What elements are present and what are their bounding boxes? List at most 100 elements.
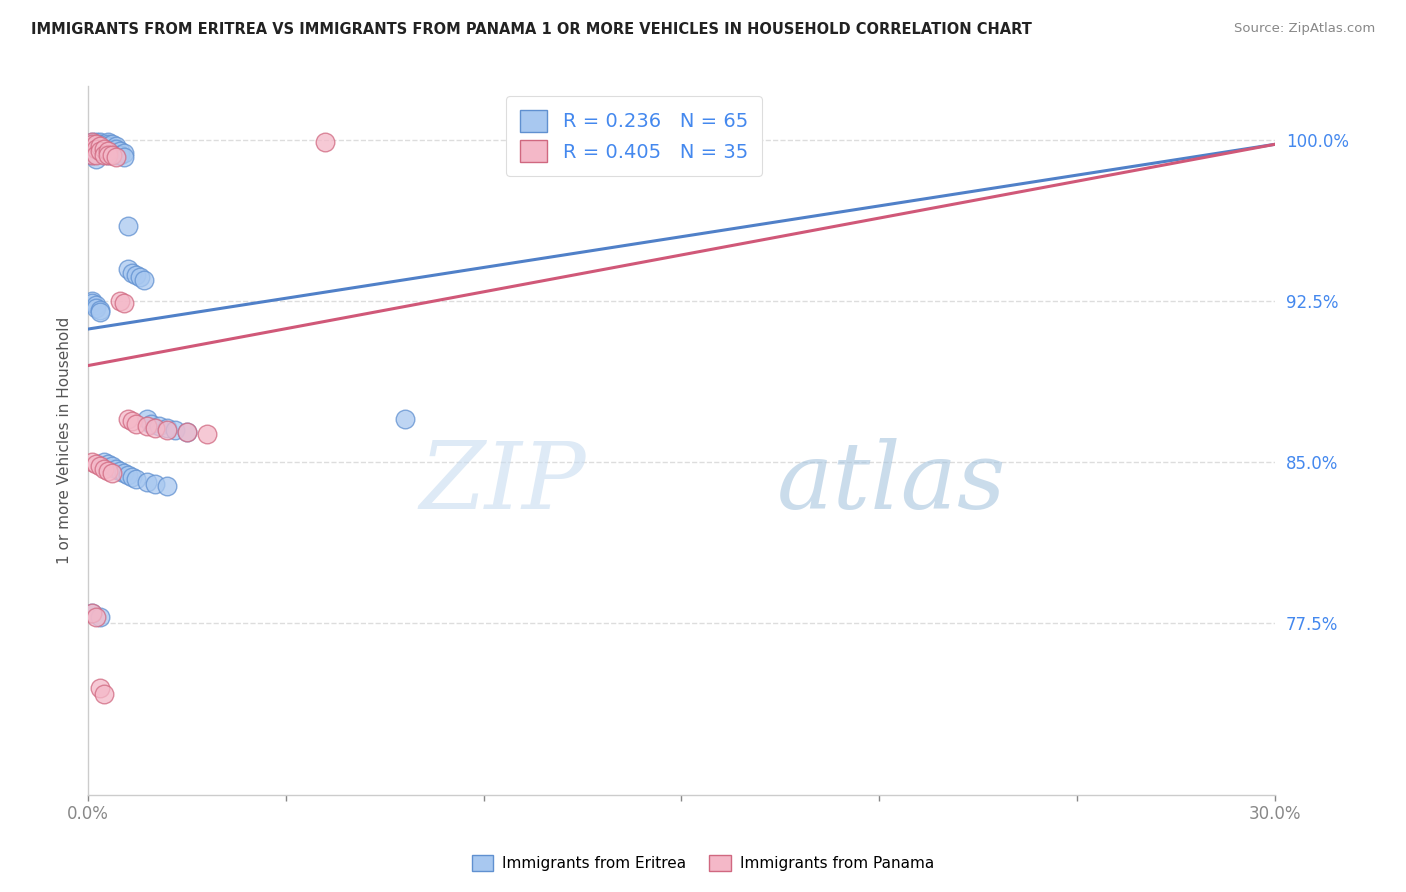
Point	[101, 142, 124, 156]
Point	[136, 412, 159, 426]
Point	[82, 148, 104, 162]
Point	[101, 137, 124, 152]
Point	[89, 139, 111, 153]
Point	[84, 298, 107, 312]
Point	[93, 145, 115, 160]
Point	[101, 145, 124, 160]
Point	[82, 294, 104, 309]
Point	[108, 464, 131, 478]
Y-axis label: 1 or more Vehicles in Household: 1 or more Vehicles in Household	[58, 317, 72, 565]
Point	[117, 412, 139, 426]
Point	[93, 139, 115, 153]
Point	[97, 135, 120, 149]
Point	[112, 145, 135, 160]
Point	[84, 135, 107, 149]
Point	[84, 458, 107, 472]
Point	[84, 301, 107, 315]
Point	[314, 135, 336, 149]
Point	[89, 681, 111, 695]
Point	[141, 417, 163, 431]
Point	[121, 470, 143, 484]
Point	[121, 414, 143, 428]
Text: IMMIGRANTS FROM ERITREA VS IMMIGRANTS FROM PANAMA 1 OR MORE VEHICLES IN HOUSEHOL: IMMIGRANTS FROM ERITREA VS IMMIGRANTS FR…	[31, 22, 1032, 37]
Point	[104, 142, 127, 156]
Point	[108, 294, 131, 309]
Point	[84, 137, 107, 152]
Point	[156, 421, 179, 435]
Point	[112, 150, 135, 164]
Point	[165, 423, 187, 437]
Point	[101, 148, 124, 162]
Point	[156, 479, 179, 493]
Point	[117, 468, 139, 483]
Point	[84, 142, 107, 156]
Point	[89, 305, 111, 319]
Point	[89, 144, 111, 158]
Point	[117, 219, 139, 233]
Text: Source: ZipAtlas.com: Source: ZipAtlas.com	[1234, 22, 1375, 36]
Point	[89, 144, 111, 158]
Point	[97, 148, 120, 162]
Point	[93, 142, 115, 156]
Point	[82, 135, 104, 149]
Point	[97, 137, 120, 152]
Point	[97, 144, 120, 158]
Point	[112, 466, 135, 480]
Point	[148, 418, 170, 433]
Point	[104, 139, 127, 153]
Point	[93, 461, 115, 475]
Point	[145, 421, 167, 435]
Point	[176, 425, 198, 439]
Point	[82, 606, 104, 620]
Point	[97, 139, 120, 153]
Point	[97, 464, 120, 478]
Point	[82, 455, 104, 469]
Text: ZIP: ZIP	[420, 438, 586, 528]
Point	[104, 461, 127, 475]
Point	[136, 475, 159, 489]
Point	[136, 418, 159, 433]
Point	[394, 412, 416, 426]
Point	[84, 609, 107, 624]
Point	[104, 150, 127, 164]
Point	[121, 266, 143, 280]
Legend: R = 0.236   N = 65, R = 0.405   N = 35: R = 0.236 N = 65, R = 0.405 N = 35	[506, 96, 762, 176]
Point	[112, 296, 135, 310]
Point	[89, 137, 111, 152]
Point	[93, 455, 115, 469]
Point	[84, 137, 107, 152]
Point	[108, 144, 131, 158]
Point	[82, 135, 104, 149]
Point	[84, 148, 107, 162]
Point	[132, 273, 155, 287]
Point	[117, 261, 139, 276]
Point	[82, 606, 104, 620]
Point	[82, 137, 104, 152]
Point	[82, 139, 104, 153]
Point	[93, 148, 115, 162]
Point	[124, 472, 146, 486]
Point	[104, 148, 127, 162]
Point	[97, 458, 120, 472]
Point	[93, 137, 115, 152]
Point	[551, 135, 574, 149]
Legend: Immigrants from Eritrea, Immigrants from Panama: Immigrants from Eritrea, Immigrants from…	[465, 849, 941, 877]
Point	[82, 137, 104, 152]
Point	[89, 609, 111, 624]
Point	[84, 142, 107, 156]
Point	[89, 135, 111, 149]
Point	[101, 459, 124, 474]
Point	[84, 145, 107, 160]
Point	[176, 425, 198, 439]
Point	[93, 687, 115, 701]
Point	[124, 417, 146, 431]
Point	[89, 302, 111, 317]
Point	[84, 153, 107, 167]
Point	[97, 148, 120, 162]
Point	[124, 268, 146, 283]
Point	[145, 476, 167, 491]
Point	[128, 270, 150, 285]
Point	[101, 466, 124, 480]
Point	[82, 296, 104, 310]
Point	[97, 144, 120, 158]
